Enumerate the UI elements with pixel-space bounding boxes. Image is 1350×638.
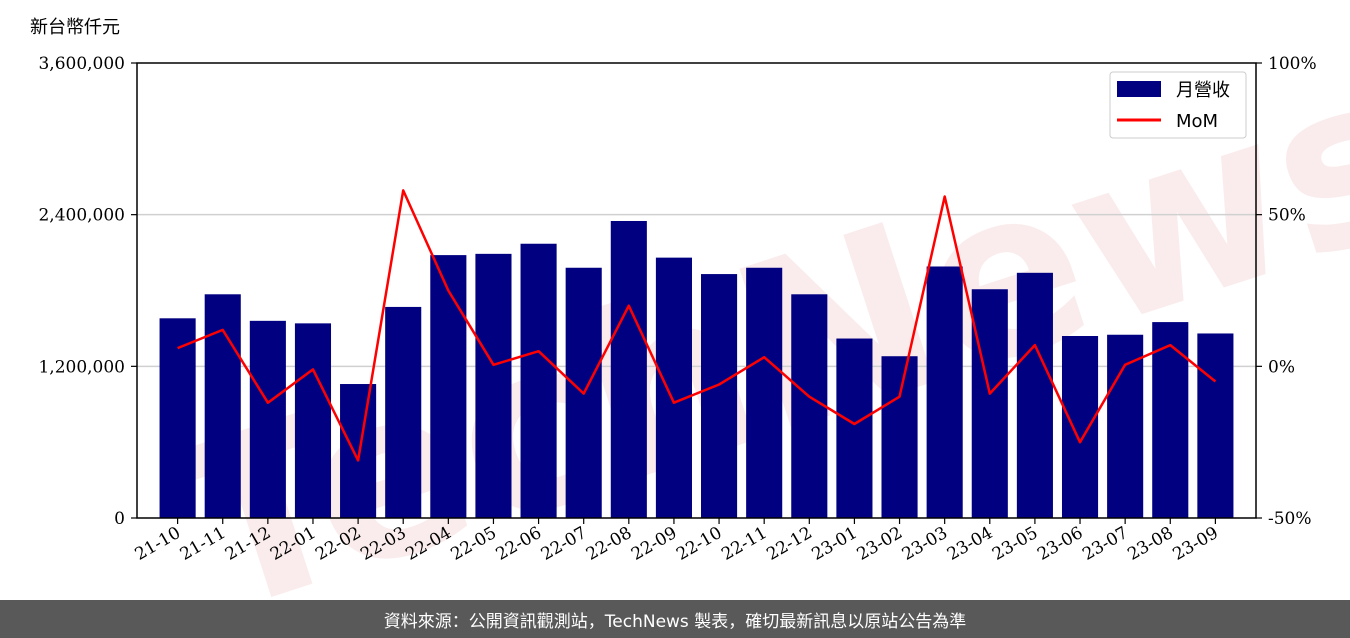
y-left-tick-label: 2,400,000 bbox=[38, 206, 125, 226]
bar bbox=[1061, 336, 1099, 518]
x-tick-label: 23-06 bbox=[1034, 523, 1086, 565]
bar bbox=[610, 220, 647, 518]
x-tick-label: 21-10 bbox=[132, 523, 184, 565]
x-tick-label: 22-11 bbox=[718, 523, 770, 565]
bar bbox=[294, 323, 332, 518]
bar bbox=[204, 294, 241, 518]
bar bbox=[249, 320, 286, 518]
x-tick-label: 22-12 bbox=[763, 523, 815, 565]
bar bbox=[881, 356, 918, 518]
mom-line bbox=[177, 189, 1217, 462]
legend-label-revenue: 月營收 bbox=[1176, 80, 1230, 101]
y-right-tick-label: -50% bbox=[1268, 509, 1312, 529]
bar bbox=[836, 338, 873, 518]
bar bbox=[520, 243, 557, 518]
legend-label-mom: MoM bbox=[1176, 111, 1218, 132]
bar bbox=[746, 267, 783, 518]
bar bbox=[971, 289, 1008, 518]
y-axis-left: 0 1,200,000 2,400,000 3,600,000 bbox=[38, 54, 137, 529]
bar bbox=[385, 306, 422, 518]
legend-bar-swatch bbox=[1117, 81, 1161, 97]
y-right-tick-label: 0% bbox=[1268, 357, 1295, 377]
bar bbox=[655, 257, 692, 518]
bar-series bbox=[159, 220, 1234, 518]
y-left-tick-label: 3,600,000 bbox=[38, 54, 125, 74]
y-axis-right: -50% 0% 50% 100% bbox=[1256, 54, 1317, 529]
x-tick-label: 23-04 bbox=[944, 523, 996, 565]
bar bbox=[1016, 272, 1053, 518]
x-tick-label: 23-08 bbox=[1124, 523, 1176, 565]
plot-frame bbox=[136, 62, 1257, 519]
bar bbox=[340, 384, 377, 518]
bar bbox=[475, 253, 512, 518]
axes bbox=[136, 62, 1257, 519]
x-tick-label: 23-07 bbox=[1079, 523, 1131, 565]
y-left-tick-label: 0 bbox=[114, 509, 125, 529]
x-tick-label: 23-05 bbox=[989, 523, 1041, 565]
y-right-tick-label: 50% bbox=[1268, 206, 1306, 226]
bar bbox=[1197, 333, 1234, 518]
bar bbox=[1107, 334, 1144, 518]
footer-banner: 資料來源：公開資訊觀測站，TechNews 製表，確切最新訊息以原站公告為準 bbox=[0, 600, 1350, 638]
x-tick-label: 23-02 bbox=[854, 523, 906, 565]
bar bbox=[159, 318, 196, 518]
bar bbox=[926, 266, 963, 518]
y-unit-label: 新台幣仟元 bbox=[30, 17, 120, 38]
legend: 月營收 MoM bbox=[1109, 71, 1247, 139]
bar bbox=[791, 294, 828, 518]
bar bbox=[701, 274, 738, 518]
line-series bbox=[177, 189, 1217, 462]
footer-text: 資料來源：公開資訊觀測站，TechNews 製表，確切最新訊息以原站公告為準 bbox=[383, 611, 967, 632]
x-tick-label: 23-01 bbox=[808, 523, 860, 565]
x-tick-label: 22-10 bbox=[673, 523, 725, 565]
x-tick-label: 23-09 bbox=[1169, 523, 1221, 565]
bar bbox=[430, 255, 467, 518]
y-right-tick-label: 100% bbox=[1268, 54, 1317, 74]
y-left-tick-label: 1,200,000 bbox=[38, 357, 125, 377]
x-tick-label: 23-03 bbox=[899, 523, 951, 565]
